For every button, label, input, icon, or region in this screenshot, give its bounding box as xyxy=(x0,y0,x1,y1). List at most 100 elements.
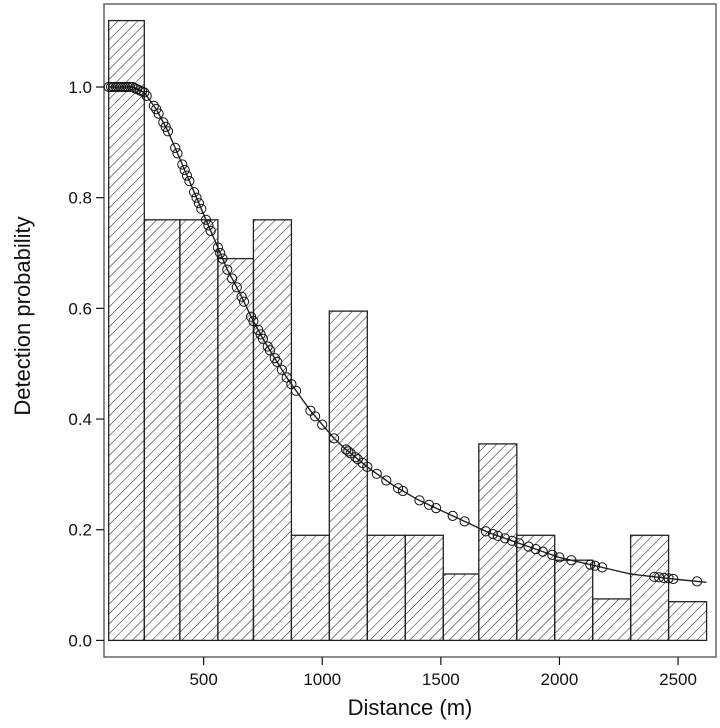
observation-point xyxy=(371,468,382,479)
observation-point xyxy=(141,90,152,102)
observation-point xyxy=(200,214,212,225)
observation-point xyxy=(487,529,499,540)
histogram-bar xyxy=(667,601,708,642)
observation-point xyxy=(362,461,373,472)
fitted-detection-curve xyxy=(108,86,707,583)
observation-point xyxy=(193,198,204,209)
observation-point xyxy=(350,452,361,463)
observation-point xyxy=(139,87,150,98)
observation-point xyxy=(231,282,242,293)
y-tick-label: 0.6 xyxy=(68,299,92,318)
observation-point xyxy=(272,356,283,368)
observation-point xyxy=(691,576,703,587)
observation-point xyxy=(257,333,268,344)
observation-point xyxy=(343,446,354,457)
observation-point xyxy=(205,225,216,236)
observation-point xyxy=(499,533,510,544)
x-tick-label: 2500 xyxy=(659,670,697,689)
observation-point xyxy=(414,495,425,506)
observation-point xyxy=(181,170,193,181)
histogram-bars xyxy=(108,19,708,642)
observation-point xyxy=(281,372,292,383)
histogram-bar xyxy=(478,443,518,642)
observation-point xyxy=(248,316,259,327)
observation-point xyxy=(537,546,548,557)
histogram-bar xyxy=(554,559,594,642)
observation-point xyxy=(310,411,321,422)
observation-point xyxy=(222,264,233,275)
histogram-bar xyxy=(442,573,480,642)
observation-points xyxy=(103,81,703,587)
observation-point xyxy=(530,544,541,555)
observation-point xyxy=(585,559,596,570)
observation-point xyxy=(134,85,145,96)
observation-point xyxy=(189,187,200,198)
observation-point xyxy=(236,291,247,302)
observation-point xyxy=(589,560,601,571)
observation-point xyxy=(184,176,195,187)
observation-point xyxy=(170,142,181,153)
observation-point xyxy=(381,475,392,486)
y-tick-label: 0.8 xyxy=(68,189,92,208)
observation-point xyxy=(191,192,202,203)
observation-point xyxy=(663,573,674,584)
observation-point xyxy=(291,385,302,396)
y-tick-label: 0.4 xyxy=(68,410,92,429)
x-tick-label: 2000 xyxy=(541,670,579,689)
axis-ticks: 500 1000 1500 2000 2500 0.0 0.2 0.4 0.6 0.8 1.0 xyxy=(68,78,697,689)
observation-point xyxy=(423,499,435,510)
observation-point xyxy=(162,126,174,137)
observation-point xyxy=(129,83,140,94)
histogram-bar xyxy=(629,534,670,642)
x-tick-label: 1000 xyxy=(303,670,341,689)
observation-point xyxy=(122,81,133,93)
observation-point xyxy=(668,573,679,585)
observation-point xyxy=(431,503,442,514)
x-tick-label: 1500 xyxy=(422,670,460,689)
histogram-bar xyxy=(108,19,145,642)
histogram-bar xyxy=(592,598,632,642)
histogram-bar xyxy=(217,257,255,642)
observation-point xyxy=(125,81,136,93)
observation-point xyxy=(227,273,238,284)
observation-point xyxy=(397,485,408,497)
observation-point xyxy=(172,148,183,159)
observation-point xyxy=(276,364,287,375)
observation-point xyxy=(286,379,297,390)
histogram-bar xyxy=(252,219,293,642)
observation-point xyxy=(459,516,470,527)
observation-point xyxy=(547,549,558,561)
observation-point xyxy=(177,159,188,170)
observation-point xyxy=(492,530,503,541)
y-tick-label: 0.0 xyxy=(68,631,92,650)
y-axis-title: Detection probability xyxy=(10,216,35,415)
histogram-bar xyxy=(179,219,219,642)
y-tick-label: 1.0 xyxy=(68,78,92,97)
observation-point xyxy=(597,562,608,573)
fitted-curve xyxy=(108,86,707,583)
histogram-bar xyxy=(404,534,444,642)
observation-point xyxy=(514,538,525,549)
observation-point xyxy=(203,220,214,231)
histogram-bar xyxy=(290,534,331,642)
observation-point xyxy=(264,345,276,356)
observation-point xyxy=(179,164,190,176)
observation-point xyxy=(480,526,491,537)
observation-point xyxy=(196,203,207,214)
observation-point xyxy=(238,296,250,307)
histogram-bar xyxy=(366,534,406,642)
observation-point xyxy=(153,108,164,119)
observation-point xyxy=(566,555,577,566)
observation-point xyxy=(317,419,328,430)
observation-point xyxy=(393,483,404,494)
observation-point xyxy=(554,552,565,563)
observation-point xyxy=(447,510,458,522)
histogram-bar xyxy=(143,219,181,642)
observation-point xyxy=(132,84,143,95)
observation-point xyxy=(217,253,228,264)
observation-point xyxy=(127,81,138,93)
observation-point xyxy=(148,100,159,111)
x-tick-label: 500 xyxy=(189,670,217,689)
observation-point xyxy=(523,541,534,552)
